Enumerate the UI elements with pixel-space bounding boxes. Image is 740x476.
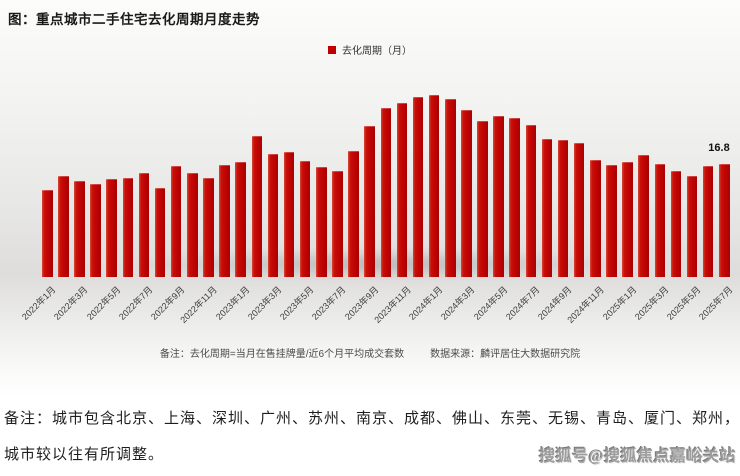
bar-2022年4月 — [90, 183, 101, 277]
chart-data-source: 数据来源：麟评居住大数据研究院 — [430, 349, 581, 360]
bar-2022年11月 — [203, 178, 214, 277]
bar-2024年8月 — [541, 139, 553, 277]
bar-2024年7月 — [525, 124, 537, 277]
bar-2022年5月 — [106, 179, 117, 277]
bar-2025年4月 — [670, 171, 682, 277]
article-footnote-line1: 备注：城市包含北京、上海、深圳、广州、苏州、南京、成都、佛山、东莞、无锡、青岛、… — [4, 411, 740, 427]
bar-2024年4月 — [477, 120, 488, 277]
bar-2022年6月 — [122, 178, 134, 277]
bar-2023年11月 — [396, 103, 408, 277]
legend-label: 去化周期（月） — [342, 46, 412, 57]
bar-2024年3月 — [461, 110, 472, 277]
chart-footnotes: 备注：去化周期=当月在售挂牌量/近6个月平均成交套数 数据来源：麟评居住大数据研… — [0, 345, 740, 360]
bar-2025年6月 — [702, 166, 714, 277]
bar-2023年4月 — [283, 151, 295, 277]
bar-2023年6月 — [316, 167, 327, 277]
legend-swatch-icon — [328, 45, 336, 54]
article-footnote-line2: 城市较以往有所调整。 — [4, 447, 165, 463]
bar-2025年3月 — [654, 164, 666, 277]
bar-2022年3月 — [74, 180, 85, 277]
bar-2022年9月 — [170, 166, 182, 277]
bar-2022年2月 — [58, 176, 69, 277]
last-bar-value-label: 16.8 — [708, 142, 730, 154]
bar-2022年10月 — [187, 172, 198, 277]
bar-2023年7月 — [332, 170, 343, 277]
bar-2024年10月 — [573, 143, 585, 277]
chart-title: 图：重点城市二手住宅去化周期月度走势 — [8, 12, 260, 27]
bar-2024年11月 — [590, 159, 601, 277]
bar-2023年8月 — [348, 150, 359, 277]
bar-2024年1月 — [428, 94, 440, 277]
sohu-watermark: 搜狐号@搜狐焦点嘉峪关站 — [539, 448, 736, 465]
chart-note: 备注：去化周期=当月在售挂牌量/近6个月平均成交套数 — [159, 349, 405, 360]
bar-2023年10月 — [380, 108, 392, 277]
bar-2022年1月 — [42, 190, 53, 277]
bar-2025年2月 — [638, 155, 649, 277]
bar-2023年2月 — [251, 135, 263, 277]
bar-2024年6月 — [509, 117, 520, 277]
bar-2025年7月 — [719, 164, 730, 277]
bar-2023年9月 — [364, 126, 375, 277]
bar-2022年12月 — [219, 164, 230, 277]
chart-legend: 去化周期（月） — [0, 42, 740, 57]
bar-2022年8月 — [154, 188, 166, 277]
bar-2022年7月 — [138, 173, 150, 277]
bar-2024年12月 — [606, 165, 617, 277]
bar-2023年1月 — [235, 161, 246, 277]
bar-2024年5月 — [493, 116, 504, 277]
bar-2025年5月 — [686, 176, 698, 277]
bar-2023年5月 — [299, 161, 311, 277]
bar-2025年1月 — [622, 161, 633, 277]
bar-2024年2月 — [445, 98, 456, 277]
bar-2024年9月 — [557, 139, 569, 277]
bar-2023年12月 — [412, 97, 424, 277]
bar-2023年3月 — [267, 153, 279, 277]
